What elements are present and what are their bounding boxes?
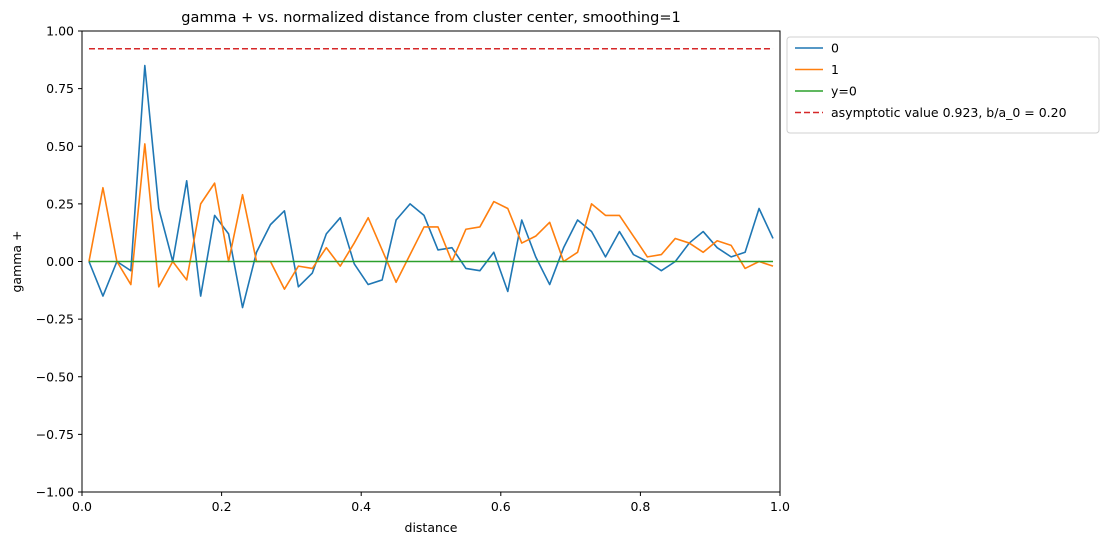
legend-label: 1	[831, 62, 839, 77]
y-axis: −1.00 −0.75 −0.50 −0.25 0.00 0.25 0.50 0.75 1.00	[36, 24, 82, 500]
x-tick-label: 0.6	[491, 499, 511, 514]
y-tick-label: 0.00	[46, 254, 74, 269]
y-tick-label: −0.50	[36, 369, 74, 384]
x-tick-label: 0.8	[630, 499, 650, 514]
y-tick-label: 1.00	[46, 24, 74, 39]
y-tick-label: −0.25	[36, 312, 74, 327]
legend-label: y=0	[831, 84, 857, 99]
legend-label: asymptotic value 0.923, b/a_0 = 0.20	[831, 105, 1067, 120]
series-line-1	[88, 143, 774, 290]
chart-title: gamma + vs. normalized distance from clu…	[181, 10, 680, 26]
x-tick-label: 0.2	[212, 499, 232, 514]
series-layer	[88, 47, 774, 309]
series-line-0	[88, 64, 774, 309]
x-tick-label: 0.0	[72, 499, 92, 514]
x-axis-label: distance	[405, 520, 458, 535]
x-tick-label: 1.0	[770, 499, 790, 514]
y-tick-label: 0.25	[46, 196, 74, 211]
legend-box	[786, 36, 1100, 134]
y-axis-label: gamma +	[9, 230, 24, 292]
legend: 0 1 y=0 asymptotic value 0.923, b/a_0 = 0.2…	[786, 36, 1100, 134]
x-tick-label: 0.4	[351, 499, 371, 514]
x-axis: 0.0 0.2 0.4 0.6 0.8 1.0	[72, 492, 790, 514]
y-tick-label: 0.50	[46, 139, 74, 154]
y-tick-label: 0.75	[46, 81, 74, 96]
legend-label: 0	[831, 41, 839, 56]
y-tick-label: −1.00	[36, 485, 74, 500]
y-tick-label: −0.75	[36, 427, 74, 442]
